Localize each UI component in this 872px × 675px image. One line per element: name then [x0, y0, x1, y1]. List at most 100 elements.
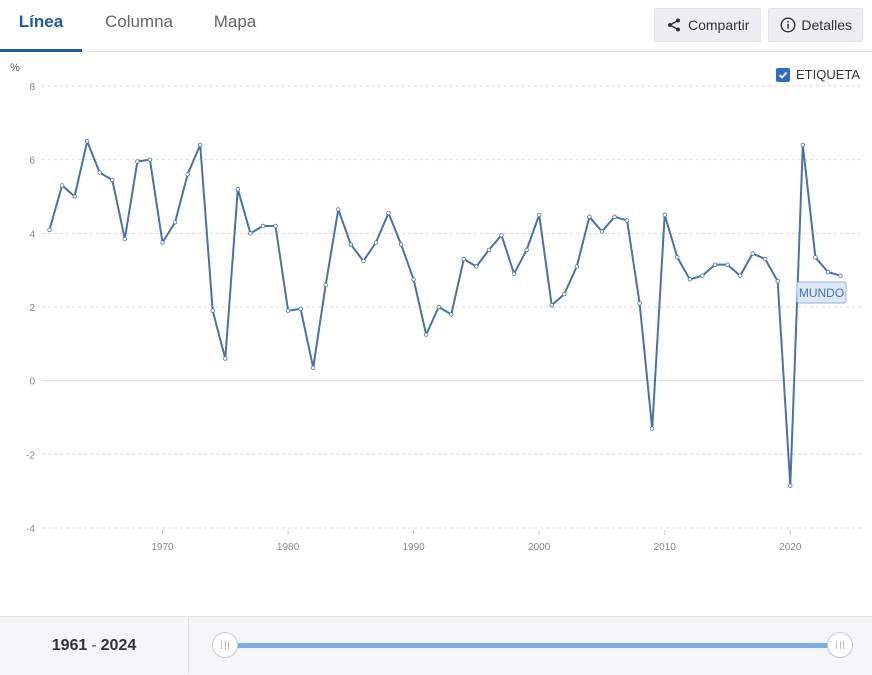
label-toggle-text: ETIQUETA: [796, 67, 861, 82]
data-point: [775, 279, 780, 284]
data-point: [800, 142, 806, 148]
data-point: [336, 207, 341, 212]
data-point: [185, 172, 190, 177]
y-axis-unit: %: [10, 62, 20, 74]
data-point: [423, 332, 429, 337]
series-label-mundo: MUNDO: [799, 286, 844, 300]
data-point: [160, 240, 165, 245]
year-range-label: 1961 - 2024: [0, 617, 189, 674]
info-icon: [779, 16, 796, 34]
data-point: [273, 223, 278, 229]
y-tick-label: 4: [29, 229, 35, 240]
data-point: [386, 210, 391, 216]
data-point: [687, 277, 693, 282]
data-point: [47, 227, 52, 232]
data-point: [725, 262, 730, 267]
data-point: [788, 483, 793, 488]
y-tick-label: -2: [26, 450, 35, 461]
chart-type-tabs: Línea Columna Mapa Compartir Detalles: [0, 0, 872, 52]
series-line-mundo: [48, 140, 841, 487]
grip-icon: [836, 641, 844, 649]
data-point: [210, 308, 215, 313]
data-point: [97, 170, 102, 175]
y-tick-label: 0: [29, 377, 35, 388]
share-button[interactable]: Compartir: [654, 8, 761, 42]
data-point: [310, 365, 316, 370]
share-label: Compartir: [688, 17, 750, 33]
x-tick-label: 1970: [151, 542, 174, 553]
data-point: [398, 242, 404, 247]
data-point: [587, 214, 592, 219]
data-point: [486, 247, 492, 253]
y-tick-label: -4: [26, 524, 35, 535]
slider-handle-end[interactable]: [827, 632, 853, 658]
data-point: [524, 247, 529, 253]
data-point: [750, 251, 755, 256]
data-point: [223, 356, 228, 361]
data-point: [298, 306, 303, 312]
data-point: [474, 264, 479, 269]
range-start: 1961: [51, 636, 88, 654]
y-tick-label: 2: [29, 303, 35, 314]
y-tick-label: 8: [29, 82, 35, 93]
data-point: [72, 194, 77, 199]
x-tick-label: 2020: [779, 542, 802, 553]
range-end: 2024: [100, 636, 137, 654]
data-point: [436, 304, 441, 310]
y-tick-label: 6: [29, 156, 35, 167]
data-point: [348, 242, 354, 247]
data-point: [248, 231, 253, 236]
data-point: [649, 426, 655, 431]
line-chart: % 8 6 4 2 0 -2 -4 1970 1980 1990 2000 2010 2020 MUNDO: [10, 62, 864, 553]
data-point: [599, 229, 605, 234]
data-point: [461, 256, 467, 262]
x-tick-label: 2010: [654, 542, 677, 553]
data-point: [700, 273, 705, 278]
tab-line[interactable]: Línea: [0, 0, 82, 52]
data-point: [737, 273, 743, 278]
grip-icon: [221, 641, 229, 649]
data-point: [549, 302, 554, 308]
data-point: [59, 183, 65, 188]
tab-column[interactable]: Columna: [104, 12, 174, 31]
data-point: [712, 262, 718, 267]
slider-handle-start[interactable]: [212, 632, 238, 658]
data-point: [411, 277, 416, 282]
data-point: [536, 212, 542, 218]
data-point: [511, 271, 517, 277]
label-toggle[interactable]: ETIQUETA: [776, 67, 860, 82]
data-point: [662, 212, 667, 218]
series-label-box: [796, 281, 847, 304]
data-point: [612, 214, 617, 219]
year-range-slider[interactable]: [226, 643, 840, 648]
data-point: [361, 258, 366, 264]
x-tick-label: 1980: [277, 542, 300, 553]
data-point: [323, 282, 328, 288]
data-point: [813, 255, 818, 260]
tab-map[interactable]: Mapa: [213, 12, 257, 31]
data-point: [235, 186, 241, 192]
data-point: [197, 142, 203, 148]
data-point: [84, 139, 90, 144]
data-point: [624, 218, 630, 223]
data-point: [110, 177, 115, 183]
data-point: [574, 264, 580, 269]
details-button[interactable]: Detalles: [768, 8, 863, 42]
checkbox-checked-icon[interactable]: [776, 67, 790, 82]
data-point: [285, 308, 291, 313]
data-point: [838, 273, 843, 278]
data-point: [135, 159, 140, 164]
data-point: [762, 256, 768, 262]
data-point: [449, 312, 454, 317]
data-point: [499, 232, 504, 238]
details-label: Detalles: [801, 17, 852, 33]
data-point: [637, 301, 642, 306]
data-point: [122, 236, 128, 242]
share-icon: [665, 16, 683, 34]
data-point: [260, 223, 266, 229]
range-footer: 1961 - 2024: [0, 616, 872, 675]
data-point: [172, 220, 178, 225]
data-point: [562, 291, 567, 297]
x-tick-label: 2000: [528, 542, 551, 553]
data-point: [675, 255, 680, 260]
